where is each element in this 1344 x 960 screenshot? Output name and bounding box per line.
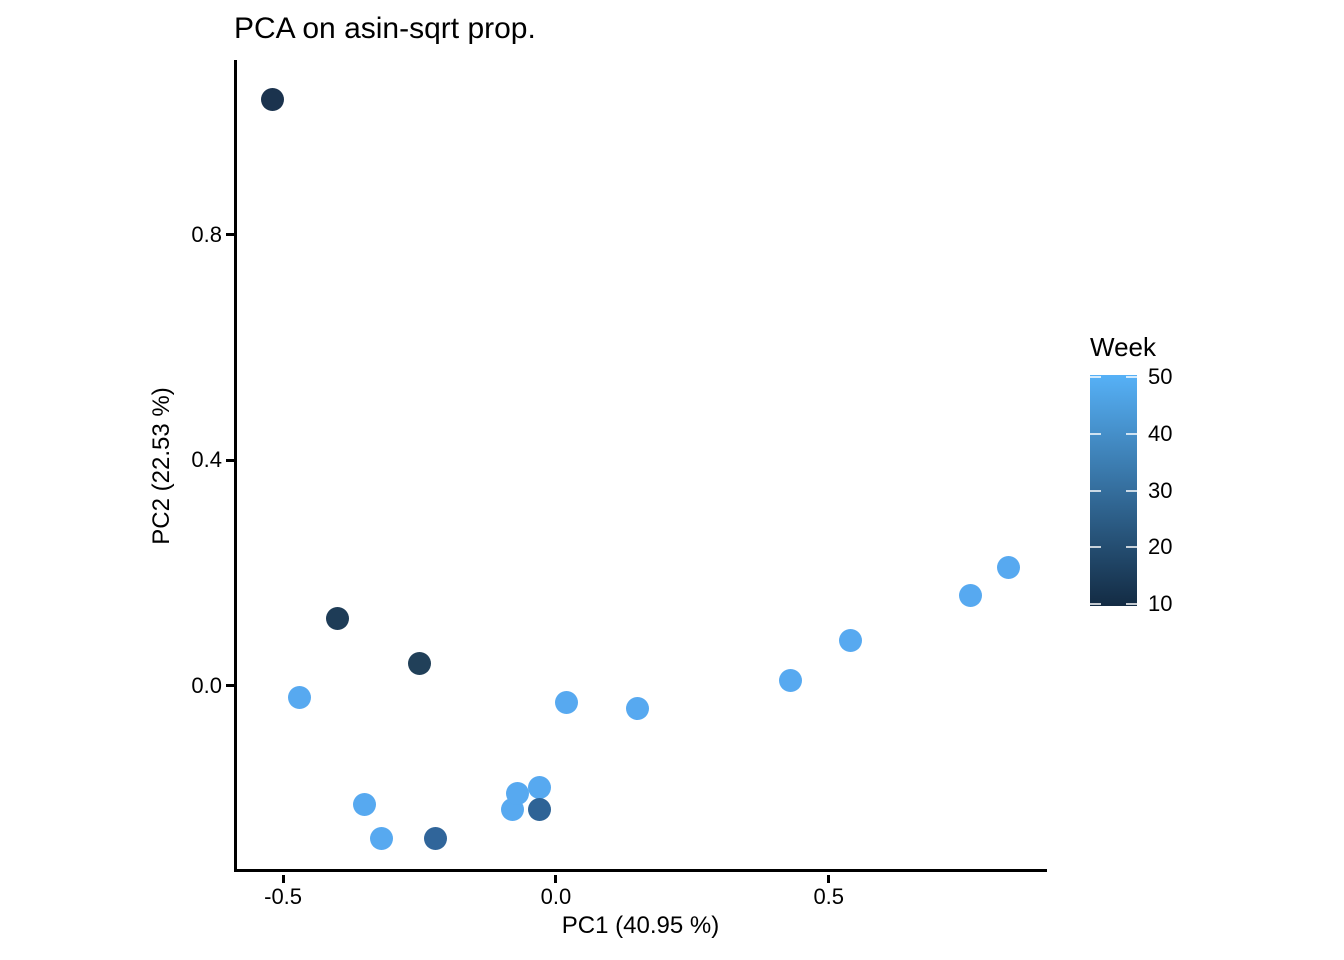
legend-tick-mark (1090, 432, 1101, 435)
y-axis-tick-label: 0.8 (191, 221, 222, 247)
data-point (369, 826, 393, 850)
y-axis-tick-mark (226, 458, 234, 462)
legend-tick-mark (1126, 489, 1137, 492)
y-axis-tick-label: 0.4 (191, 447, 222, 473)
data-point (424, 826, 448, 850)
plot-panel (234, 60, 1047, 872)
chart-title: PCA on asin-sqrt prop. (234, 12, 536, 45)
x-axis-tick-mark (281, 875, 285, 883)
legend-tick-mark (1126, 376, 1137, 378)
data-point (408, 651, 432, 675)
x-axis-tick-mark (554, 875, 558, 883)
x-axis-tick-mark (827, 875, 831, 883)
data-point (353, 792, 377, 816)
legend-tick-mark (1126, 546, 1137, 549)
data-point (959, 584, 983, 608)
legend-tick-label: 20 (1148, 534, 1173, 560)
x-axis-title: PC1 (40.95 %) (561, 912, 720, 939)
legend-tick-label: 10 (1148, 591, 1173, 616)
data-point (997, 556, 1021, 579)
data-point (839, 629, 863, 653)
y-axis-tick-label: 0.0 (191, 672, 222, 698)
legend-tick-label: 50 (1148, 364, 1173, 389)
legend-title: Week (1090, 332, 1156, 362)
data-point (506, 781, 530, 805)
legend-tick-mark (1126, 603, 1137, 605)
x-axis-tick-label: 0.0 (540, 884, 572, 909)
legend-tick-mark (1090, 546, 1101, 549)
y-axis-tick-mark (226, 233, 234, 237)
data-point (260, 87, 284, 111)
data-point (528, 798, 552, 822)
data-point (779, 668, 803, 692)
data-point (287, 685, 311, 709)
legend-tick-mark (1090, 489, 1101, 492)
legend-tick-label: 40 (1148, 420, 1173, 446)
x-axis-tick-label: -0.5 (264, 884, 303, 909)
legend-tick-label: 30 (1148, 477, 1173, 503)
legend-tick-mark (1090, 376, 1101, 378)
x-axis-tick-label: 0.5 (813, 884, 845, 909)
data-point (626, 696, 650, 720)
data-point (528, 775, 552, 799)
y-axis-title: PC2 (22.53 %) (148, 387, 175, 545)
y-axis-tick-mark (226, 684, 234, 688)
legend-tick-mark (1090, 603, 1101, 605)
legend-tick-mark (1126, 432, 1137, 435)
data-point (555, 691, 579, 715)
data-point (326, 606, 350, 630)
